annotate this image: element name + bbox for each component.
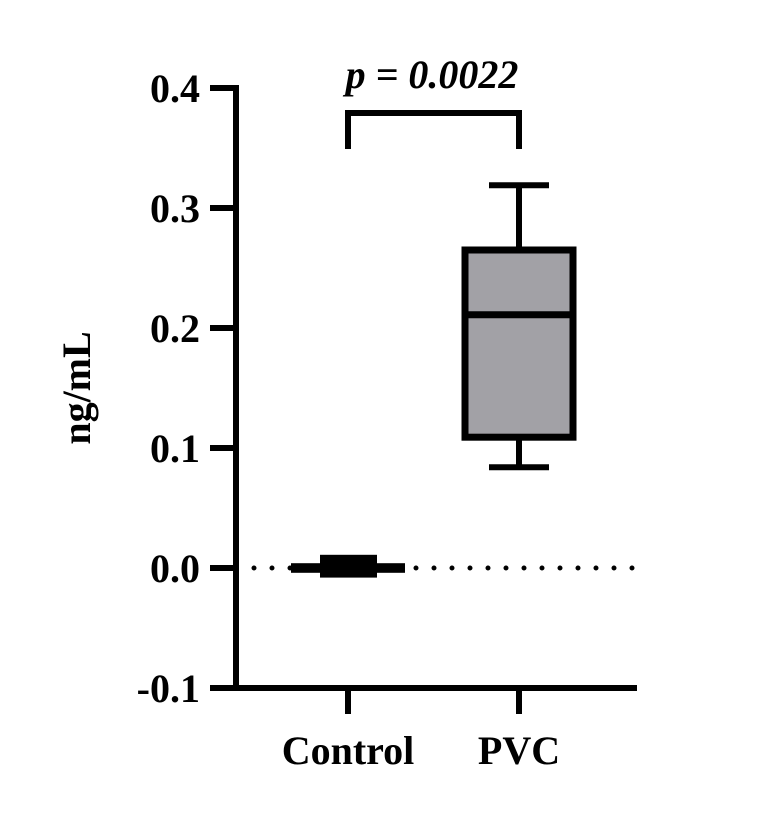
y-axis-label: ng/mL: [54, 331, 99, 444]
y-tick-label: 0.0: [150, 546, 200, 591]
y-tick-label: 0.3: [150, 186, 200, 231]
p-value-annotation: p = 0.0022: [343, 52, 519, 97]
y-tick-label: 0.2: [150, 306, 200, 351]
significance-bracket: [345, 110, 522, 149]
y-tick-label: 0.4: [150, 66, 200, 111]
x-tick-label: Control: [282, 728, 415, 773]
x-tick-label: PVC: [478, 728, 560, 773]
box-control: [320, 554, 377, 578]
box-pvc: [461, 246, 577, 441]
y-tick-label: -0.1: [137, 666, 200, 711]
y-tick-label: 0.1: [150, 426, 200, 471]
